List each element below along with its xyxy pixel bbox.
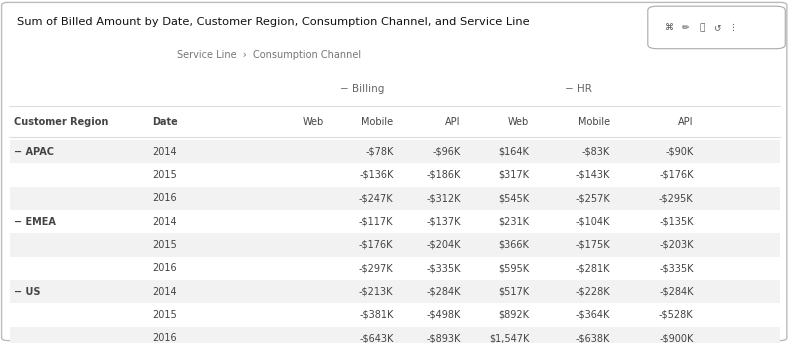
- Text: Mobile: Mobile: [577, 117, 610, 127]
- Text: 2016: 2016: [152, 333, 177, 343]
- Text: 2016: 2016: [152, 193, 177, 203]
- Text: ⋮: ⋮: [728, 23, 738, 32]
- Text: -$247K: -$247K: [359, 193, 393, 203]
- Text: -$281K: -$281K: [575, 263, 610, 273]
- Bar: [10, 233, 780, 257]
- Text: -$528K: -$528K: [659, 310, 694, 320]
- Bar: [10, 280, 780, 303]
- Text: ✏: ✏: [682, 23, 690, 32]
- Text: -$203K: -$203K: [659, 240, 694, 250]
- Text: ↺: ↺: [713, 23, 721, 32]
- Text: -$381K: -$381K: [359, 310, 393, 320]
- Text: -$257K: -$257K: [575, 193, 610, 203]
- Text: -$96K: -$96K: [432, 146, 461, 157]
- Text: ⤢: ⤢: [700, 23, 705, 32]
- Bar: [10, 187, 780, 210]
- Text: -$312K: -$312K: [426, 193, 461, 203]
- Text: -$638K: -$638K: [575, 333, 610, 343]
- Bar: [10, 140, 780, 163]
- Text: Customer Region: Customer Region: [14, 117, 108, 127]
- Text: − Billing: − Billing: [340, 84, 384, 94]
- Text: $231K: $231K: [498, 216, 529, 227]
- Text: $545K: $545K: [498, 193, 529, 203]
- Text: − APAC: − APAC: [14, 146, 55, 157]
- Text: -$900K: -$900K: [659, 333, 694, 343]
- Text: $164K: $164K: [498, 146, 529, 157]
- Text: -$186K: -$186K: [426, 170, 461, 180]
- Text: API: API: [678, 117, 694, 127]
- Text: Sum of Billed Amount by Date, Customer Region, Consumption Channel, and Service : Sum of Billed Amount by Date, Customer R…: [17, 17, 530, 27]
- Text: -$364K: -$364K: [575, 310, 610, 320]
- Text: Service Line  ›  Consumption Channel: Service Line › Consumption Channel: [176, 50, 361, 60]
- Text: -$135K: -$135K: [659, 216, 694, 227]
- Text: -$893K: -$893K: [426, 333, 461, 343]
- Text: -$228K: -$228K: [575, 286, 610, 297]
- Text: -$335K: -$335K: [659, 263, 694, 273]
- Text: -$176K: -$176K: [359, 240, 393, 250]
- Text: 2015: 2015: [152, 170, 177, 180]
- Text: 2015: 2015: [152, 240, 177, 250]
- Text: − EMEA: − EMEA: [14, 216, 56, 227]
- Bar: [10, 327, 780, 343]
- FancyBboxPatch shape: [648, 6, 785, 49]
- Text: -$295K: -$295K: [659, 193, 694, 203]
- Text: $517K: $517K: [498, 286, 529, 297]
- Text: $1,547K: $1,547K: [489, 333, 529, 343]
- Text: -$136K: -$136K: [359, 170, 393, 180]
- Text: -$78K: -$78K: [365, 146, 393, 157]
- Text: 2014: 2014: [152, 286, 177, 297]
- Text: Web: Web: [508, 117, 529, 127]
- Text: − US: − US: [14, 286, 41, 297]
- Text: 2015: 2015: [152, 310, 177, 320]
- Text: -$176K: -$176K: [659, 170, 694, 180]
- Text: -$90K: -$90K: [665, 146, 694, 157]
- Text: 2016: 2016: [152, 263, 177, 273]
- Text: $595K: $595K: [498, 263, 529, 273]
- Text: 2014: 2014: [152, 146, 177, 157]
- Text: -$284K: -$284K: [659, 286, 694, 297]
- Text: -$335K: -$335K: [426, 263, 461, 273]
- Text: 2014: 2014: [152, 216, 177, 227]
- Text: − HR: − HR: [565, 84, 592, 94]
- Text: ⌘: ⌘: [664, 23, 674, 32]
- Text: Date: Date: [152, 117, 179, 127]
- Text: -$213K: -$213K: [359, 286, 393, 297]
- Text: $366K: $366K: [498, 240, 529, 250]
- Text: -$284K: -$284K: [426, 286, 461, 297]
- Text: -$643K: -$643K: [359, 333, 393, 343]
- Text: -$204K: -$204K: [426, 240, 461, 250]
- Text: Web: Web: [303, 117, 324, 127]
- Text: -$297K: -$297K: [359, 263, 393, 273]
- Text: Mobile: Mobile: [361, 117, 393, 127]
- Text: -$175K: -$175K: [575, 240, 610, 250]
- Text: -$104K: -$104K: [575, 216, 610, 227]
- Text: -$143K: -$143K: [575, 170, 610, 180]
- Text: -$117K: -$117K: [359, 216, 393, 227]
- Text: -$137K: -$137K: [426, 216, 461, 227]
- Text: API: API: [445, 117, 461, 127]
- Text: -$498K: -$498K: [426, 310, 461, 320]
- Text: $317K: $317K: [498, 170, 529, 180]
- Text: -$83K: -$83K: [581, 146, 610, 157]
- Text: $892K: $892K: [498, 310, 529, 320]
